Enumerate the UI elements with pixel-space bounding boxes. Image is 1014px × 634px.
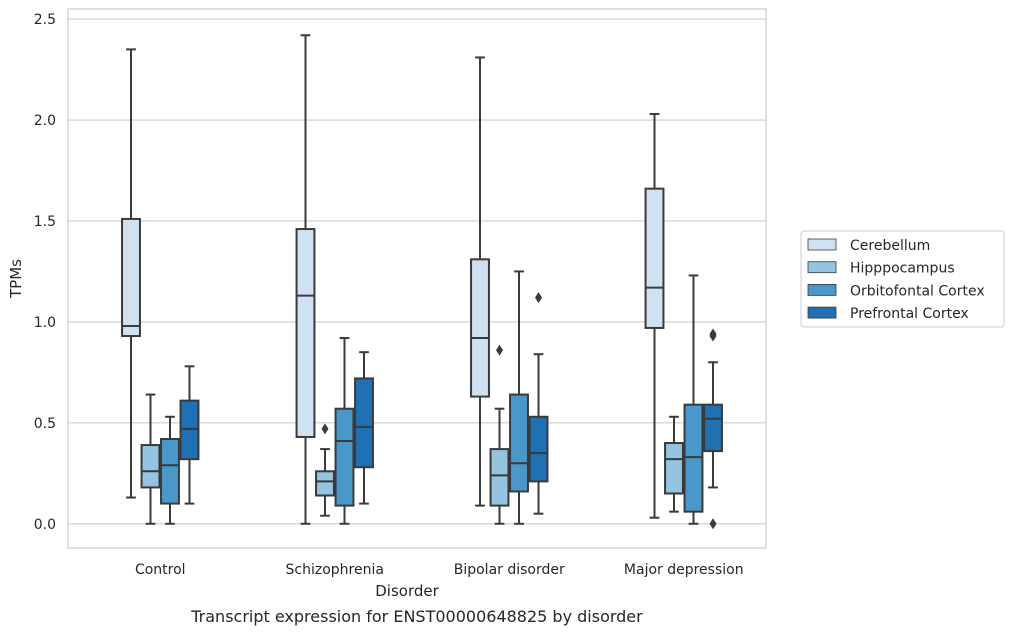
- legend-label: Orbitofontal Cortex: [850, 283, 985, 299]
- x-tick-labels: Control Schizophrenia Bipolar disorder Majo…: [135, 562, 744, 578]
- x-tick-label: Schizophrenia: [286, 562, 384, 578]
- box: [664, 415, 684, 513]
- box-body: [160, 437, 180, 505]
- box-body: [334, 407, 355, 507]
- box-body: [703, 403, 723, 453]
- outlier-point: [321, 423, 329, 435]
- legend-item: Orbitofontal Cortex: [807, 283, 985, 299]
- box: [140, 393, 161, 525]
- box: [354, 351, 374, 505]
- legend: Cerebellum Hipppocampus Orbitofontal Corte…: [800, 230, 1005, 328]
- box-body: [121, 217, 141, 338]
- box-body: [528, 415, 549, 483]
- legend-item: Hipppocampus: [807, 261, 955, 277]
- box: [509, 270, 529, 525]
- box: [121, 48, 141, 499]
- box-body: [315, 470, 335, 497]
- box-body: [470, 258, 490, 398]
- box-body: [179, 399, 200, 461]
- y-axis-label: TPMs: [7, 259, 25, 299]
- x-tick-label: Control: [135, 562, 186, 578]
- legend-swatch: [807, 306, 837, 319]
- box-body: [509, 393, 529, 493]
- y-tick-label: 1.5: [34, 214, 56, 230]
- y-tick-label: 0.0: [34, 517, 56, 533]
- box-plots: [121, 34, 723, 530]
- box: [489, 344, 510, 525]
- outlier-point: [535, 292, 542, 304]
- box: [528, 292, 549, 515]
- box: [295, 34, 316, 525]
- box: [179, 365, 200, 505]
- y-tick-label: 1.0: [34, 315, 56, 331]
- box-body: [140, 444, 161, 489]
- legend-swatch: [807, 238, 837, 251]
- plot-frame: [67, 8, 767, 549]
- outlier-point: [496, 344, 503, 356]
- y-tick-label: 0.5: [34, 416, 56, 432]
- box: [470, 56, 490, 507]
- x-tick-label: Bipolar disorder: [454, 562, 565, 578]
- box: [644, 112, 665, 519]
- box-body: [644, 187, 665, 329]
- box: [334, 337, 355, 525]
- y-tick-label: 2.5: [34, 12, 56, 28]
- legend-label: Hipppocampus: [850, 261, 955, 277]
- box: [160, 415, 180, 525]
- legend-item: Prefrontal Cortex: [807, 306, 969, 322]
- box-body: [683, 403, 704, 513]
- legend-swatch: [807, 283, 837, 296]
- box-body: [295, 228, 316, 438]
- outlier-point: [709, 518, 717, 530]
- legend-swatch: [807, 261, 837, 274]
- box-body: [354, 377, 374, 469]
- outlier-point: [709, 328, 717, 340]
- box: [683, 274, 704, 525]
- legend-label: Cerebellum: [850, 238, 930, 254]
- legend-label: Prefrontal Cortex: [850, 306, 969, 322]
- box-body: [489, 448, 510, 507]
- x-tick-label: Major depression: [624, 562, 744, 578]
- y-tick-labels: 0.0 0.5 1.0 1.5 2.0 2.5: [34, 12, 56, 533]
- box-body: [664, 442, 684, 495]
- y-tick-label: 2.0: [34, 113, 56, 129]
- x-axis-label: Disorder: [375, 582, 439, 600]
- box: [703, 328, 723, 530]
- box: [315, 423, 335, 517]
- legend-item: Cerebellum: [807, 238, 930, 254]
- chart-caption: Transcript expression for ENST0000064882…: [190, 607, 643, 626]
- legend-frame: [800, 230, 1005, 328]
